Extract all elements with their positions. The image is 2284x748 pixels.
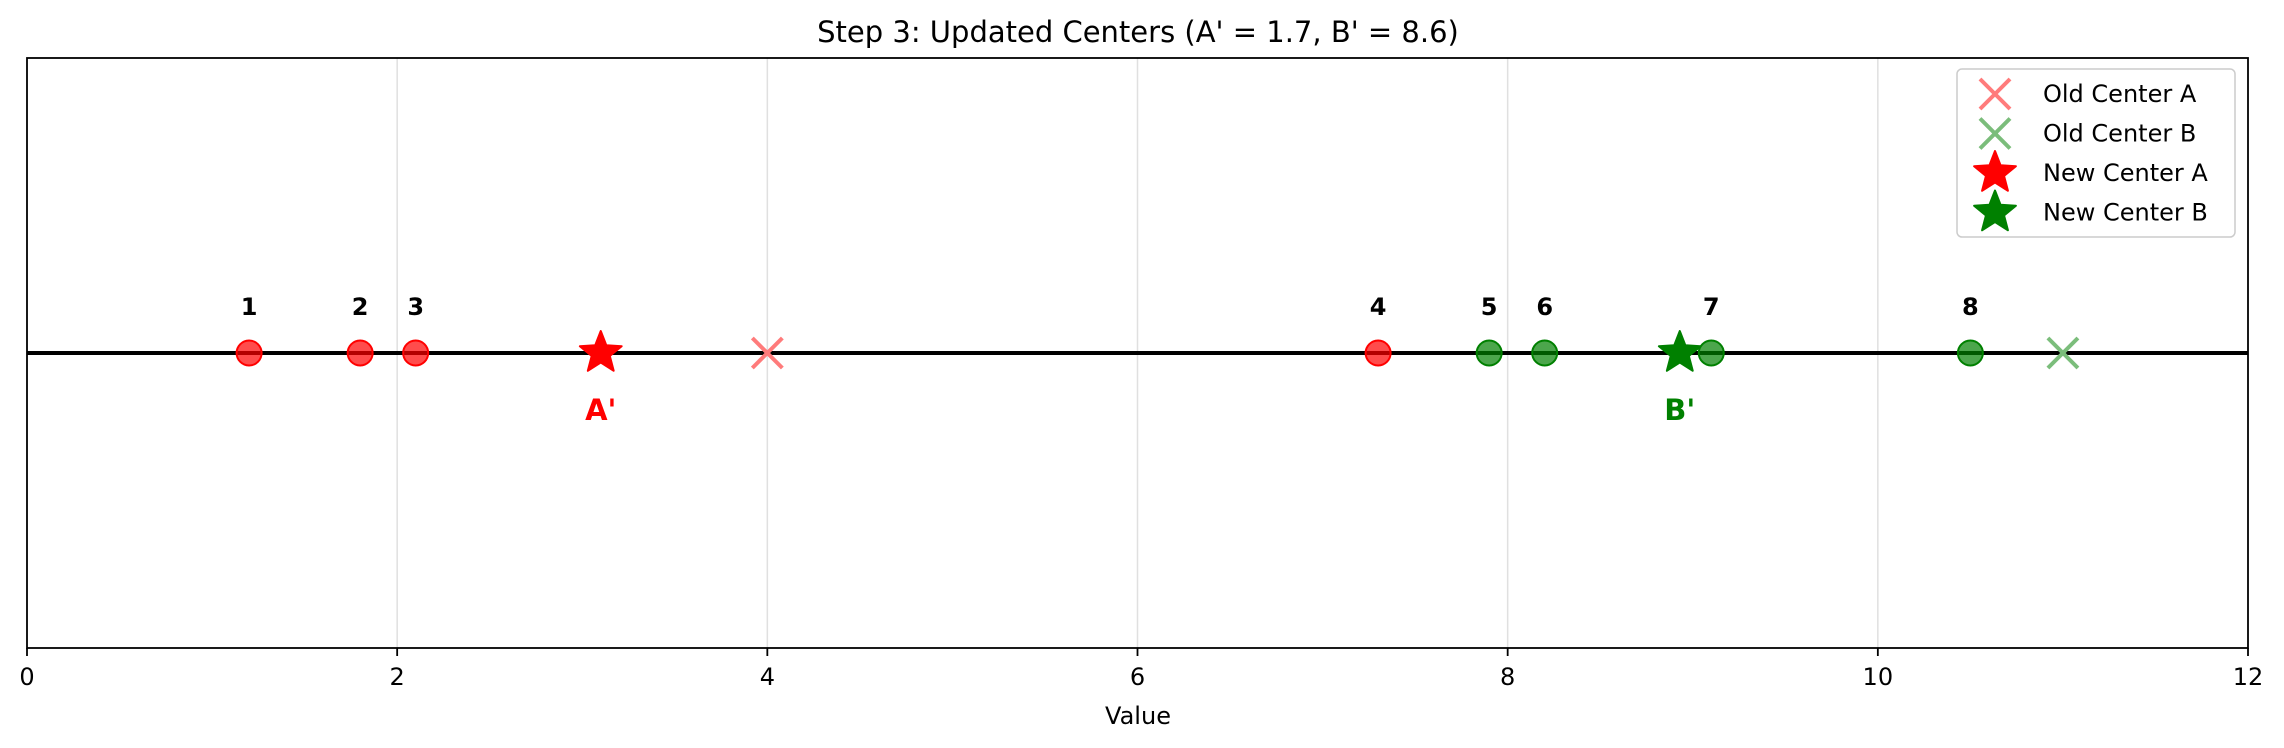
legend: Old Center A Old Center B New Center A New … (1956, 68, 2236, 238)
legend-old-center-marker (1978, 117, 2012, 150)
legend-box (1956, 68, 2236, 238)
data-points (235, 339, 1984, 367)
data-point (1475, 339, 1503, 367)
x-axis-ticks: 0 2 4 6 8 10 12 (19, 648, 2263, 691)
data-point (235, 339, 263, 367)
point-labels: 1 2 3 4 5 6 7 8 A' B' (241, 293, 1979, 427)
new-center-label: B' (1664, 393, 1695, 427)
point-label: 5 (1481, 293, 1498, 321)
x-tick-label: 10 (1863, 663, 1894, 691)
legend-item: New Center B (1973, 189, 2208, 232)
legend-new-center-marker (1973, 150, 2017, 192)
new-center-marker (1657, 330, 1702, 372)
centers (578, 330, 2080, 372)
point-label: 8 (1962, 293, 1979, 321)
legend-label: Old Center A (2043, 80, 2197, 108)
point-label: 7 (1703, 293, 1720, 321)
point-label: 6 (1536, 293, 1553, 321)
legend-item: Old Center B (1978, 117, 2196, 150)
data-point (1364, 339, 1392, 367)
legend-label: Old Center B (2043, 120, 2196, 148)
x-tick-label: 12 (2233, 663, 2264, 691)
data-point (1531, 339, 1559, 367)
x-tick-label: 4 (760, 663, 775, 691)
legend-item: Old Center A (1978, 77, 2197, 111)
point-label: 2 (352, 293, 369, 321)
x-tick-label: 0 (19, 663, 34, 691)
data-point (1697, 339, 1725, 367)
legend-new-center-marker (1973, 189, 2017, 232)
old-center-marker (750, 336, 784, 370)
legend-old-center-marker (1978, 77, 2012, 111)
legend-label: New Center A (2043, 159, 2208, 187)
x-tick-label: 6 (1130, 663, 1145, 691)
point-label: 3 (407, 293, 424, 321)
point-label: 4 (1370, 293, 1387, 321)
x-tick-label: 8 (1500, 663, 1515, 691)
data-point (1956, 339, 1984, 367)
x-axis-label: Value (1105, 702, 1171, 730)
chart-title: Step 3: Updated Centers (A' = 1.7, B' = … (817, 15, 1459, 49)
new-center-label: A' (585, 393, 616, 427)
point-label: 1 (241, 293, 258, 321)
new-center-marker (578, 330, 623, 372)
legend-item: New Center A (1973, 150, 2208, 192)
old-center-marker (2046, 336, 2080, 370)
data-point (346, 339, 374, 367)
legend-label: New Center B (2043, 199, 2208, 227)
x-tick-label: 2 (390, 663, 405, 691)
data-point (402, 339, 430, 367)
